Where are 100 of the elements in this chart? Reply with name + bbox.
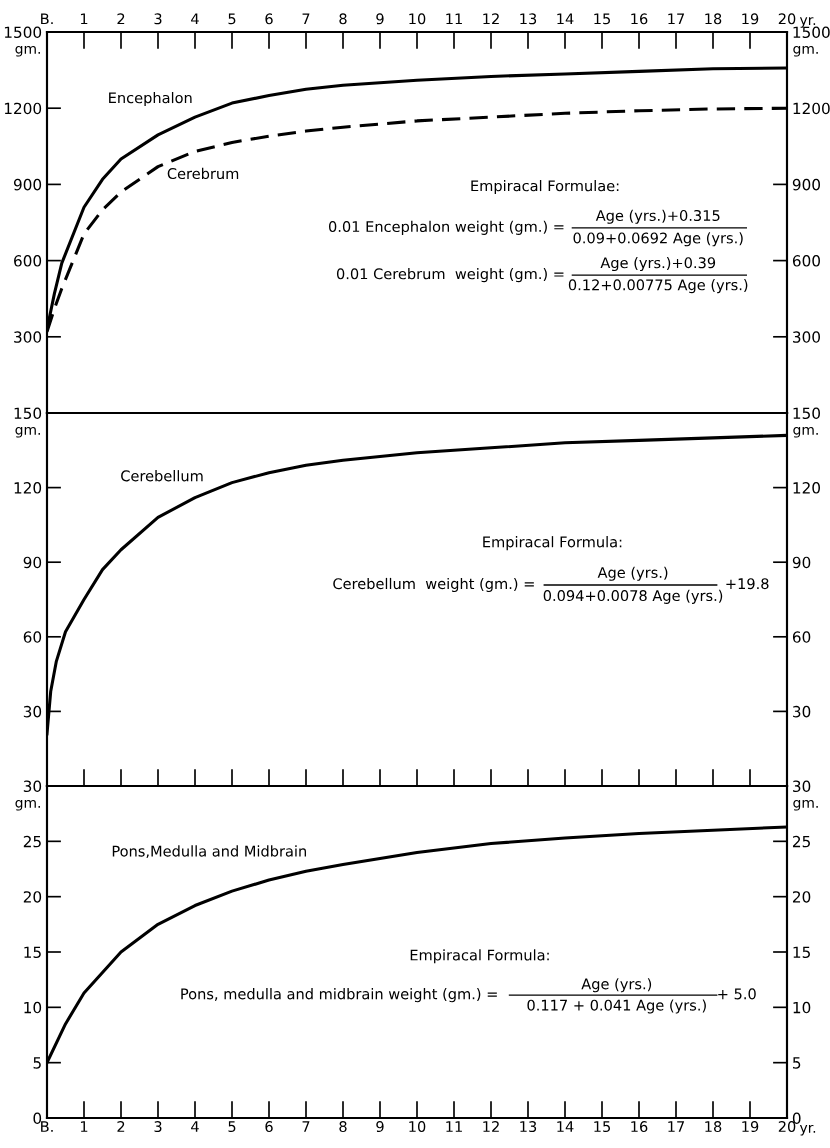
y2-tick-label: 60: [792, 631, 811, 643]
series-label: Cerebellum: [121, 470, 203, 482]
x-tick-label: 20: [778, 13, 796, 25]
x-tick-label: 11: [446, 13, 462, 25]
annotation: Empiracal Formula:: [483, 536, 622, 551]
y2-tick-label: 25: [792, 835, 810, 848]
annotation: Age (yrs.)+0.39: [600, 256, 716, 272]
x-tick-label: 2: [117, 1121, 125, 1132]
y-tick-label: 25: [23, 835, 41, 848]
y-tick-label: 5: [33, 1057, 41, 1069]
y2-tick-label: 90: [792, 556, 811, 569]
y-axis-title: gm.: [15, 426, 40, 438]
x-tick-label: 3: [154, 13, 162, 25]
annotation: Pons, medulla and midbrain weight (gm.) =: [181, 988, 497, 1003]
x-tick-label: 19: [742, 13, 759, 25]
annotation: Empiracal Formula:: [410, 949, 549, 964]
y2-axis-title: gm.: [793, 799, 818, 811]
x-tick-label: 16: [631, 13, 648, 25]
y-tick-label: 60: [23, 631, 42, 643]
x-tick-label: 5: [228, 13, 236, 25]
x-tick-label: 14: [557, 1121, 574, 1132]
annotation: Age (yrs.): [581, 978, 652, 993]
x-tick-label: 5: [228, 1121, 236, 1133]
y2-tick-label: 30: [793, 705, 811, 718]
y-tick-label: 0: [33, 1112, 42, 1125]
y-tick-label: 120: [14, 482, 42, 494]
y-tick-label: 150: [14, 407, 42, 420]
y2-tick-label: 5: [793, 1057, 801, 1069]
y-tick-label: 600: [14, 255, 42, 267]
y-tick-label: 20: [23, 891, 42, 903]
x-tick-label: 13: [520, 13, 537, 25]
x-axis-title: yr.: [799, 1124, 816, 1136]
x-tick-label: 2: [117, 13, 125, 25]
x-tick-label: 12: [483, 13, 499, 25]
annotation: 0.01 Encephalon weight (gm.) =: [328, 220, 564, 235]
y2-tick-label: 120: [793, 482, 821, 494]
annotation: Cerebellum weight (gm.) =: [333, 577, 534, 593]
x-tick-label: 14: [557, 13, 574, 25]
x-tick-label: 19: [742, 1121, 759, 1133]
x-tick-label: 4: [191, 1121, 199, 1132]
annotation: 0.094+0.0078 Age (yrs.): [543, 589, 723, 604]
x-tick-label: 18: [705, 1121, 722, 1133]
x-tick-label: 10: [409, 13, 426, 25]
x-tick-label: 16: [631, 1121, 648, 1133]
x-tick-label: 1: [80, 1121, 88, 1132]
x-axis-title: yr.: [799, 17, 816, 28]
x-tick-label: 4: [191, 13, 199, 25]
x-tick-label: 9: [376, 13, 384, 25]
x-tick-label: 13: [520, 1121, 537, 1133]
x-tick-label: 7: [302, 1121, 310, 1132]
x-tick-label: 15: [594, 1121, 610, 1133]
y2-tick-label: 10: [793, 1001, 811, 1014]
y-tick-label: 900: [13, 178, 42, 191]
annotation: Age (yrs.)+0.315: [595, 209, 720, 224]
annotation: Empiracal Formulae:: [471, 180, 619, 195]
y2-tick-label: 1500: [793, 26, 830, 39]
y2-axis-title: gm.: [793, 45, 818, 57]
y2-tick-label: 900: [792, 178, 821, 191]
annotation: 0.117 + 0.041 Age (yrs.): [527, 999, 706, 1014]
annotation: 0.09+0.0692 Age (yrs.): [573, 232, 743, 247]
y2-tick-label: 20: [792, 891, 811, 903]
y-tick-label: 1500: [4, 26, 42, 39]
annotation: + 5.0: [718, 988, 756, 1000]
annotation: +19.8: [726, 578, 769, 590]
x-tick-label: 15: [594, 13, 610, 25]
x-tick-label: 17: [668, 1121, 685, 1132]
annotation: Age (yrs.): [597, 566, 668, 581]
series-label: Encephalon: [109, 92, 192, 107]
x-tick-label: 18: [705, 13, 722, 25]
x-tick-label: 17: [668, 13, 685, 25]
annotation: 0.12+0.00775 Age (yrs.): [568, 279, 748, 294]
y2-tick-label: 150: [793, 407, 821, 420]
y-tick-label: 10: [24, 1001, 42, 1014]
y-tick-label: 300: [14, 331, 42, 343]
x-tick-label: B.: [41, 1121, 53, 1132]
x-tick-label: 6: [265, 1121, 273, 1133]
y-tick-label: 30: [23, 780, 42, 793]
annotation: 0.01 Cerebrum weight (gm.) =: [336, 268, 564, 283]
x-tick-label: 12: [483, 1121, 499, 1132]
y2-tick-label: 300: [793, 331, 821, 343]
x-tick-label: B.: [41, 13, 53, 25]
series-label: Pons,Medulla and Midbrain: [112, 845, 306, 859]
y2-tick-label: 1200: [793, 102, 830, 115]
x-tick-label: 11: [446, 1121, 462, 1132]
series-label: Cerebrum: [167, 167, 239, 180]
x-tick-label: 10: [409, 1121, 426, 1133]
x-tick-label: 3: [154, 1121, 162, 1133]
y-tick-label: 30: [23, 705, 42, 718]
y2-tick-label: 30: [793, 780, 811, 793]
x-tick-label: 1: [80, 13, 88, 25]
y-tick-label: 1200: [4, 102, 42, 115]
y-axis-title: gm.: [15, 799, 40, 811]
x-tick-label: 6: [265, 13, 273, 25]
x-tick-label: 7: [302, 13, 310, 25]
x-tick-label: 8: [339, 13, 347, 25]
y-axis-title: gm.: [15, 45, 40, 57]
y2-tick-label: 15: [793, 946, 810, 959]
x-tick-label: 9: [376, 1121, 384, 1133]
y2-axis-title: gm.: [793, 426, 818, 438]
y2-tick-label: 600: [792, 255, 821, 267]
